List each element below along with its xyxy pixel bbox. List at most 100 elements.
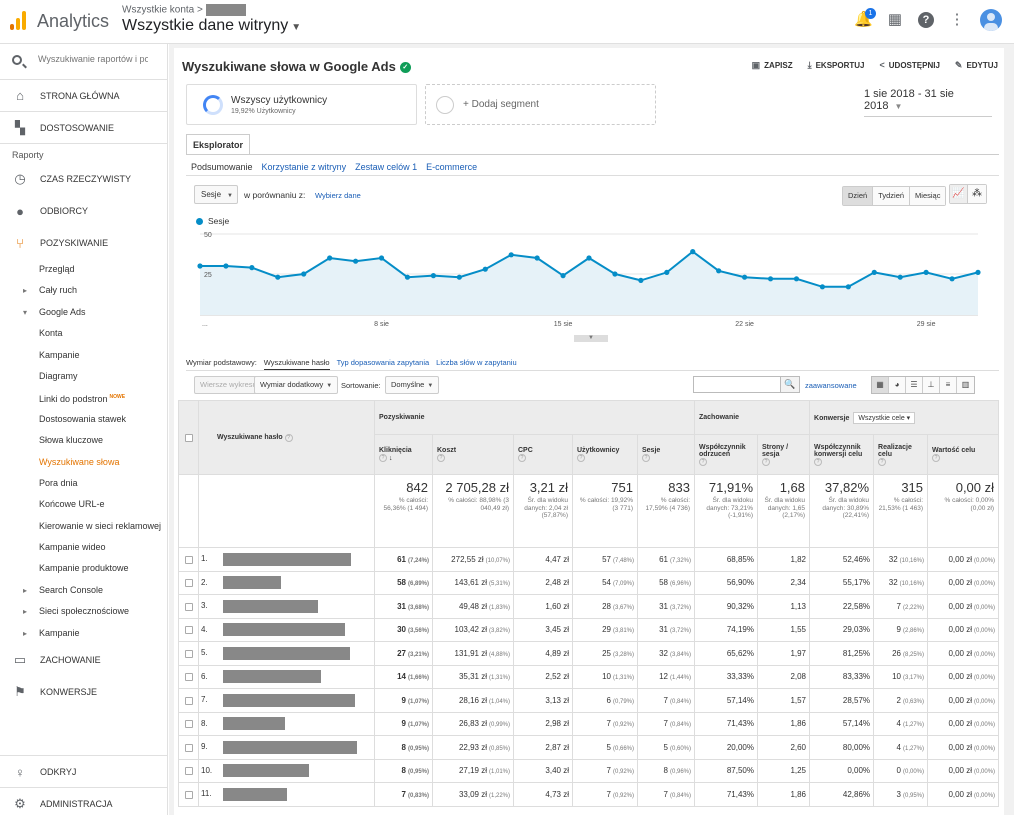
pie-view-icon[interactable]: ◕ [889, 377, 906, 393]
sidebar-subitem[interactable]: Sieci społecznościowe [0, 601, 167, 623]
help-icon[interactable]: ? [814, 457, 823, 466]
select-all-checkbox[interactable] [184, 433, 193, 442]
sidebar-item-audience[interactable]: ● ODBIORCY [0, 195, 167, 227]
sidebar-subitem[interactable]: Diagramy [39, 370, 78, 381]
table-row[interactable]: 4. 30 (3,56%) 103,42 zł (3,82%) 3,45 zł 29 (3,8… [178, 617, 1000, 642]
help-icon[interactable]: ? [762, 457, 770, 466]
primary-dim-match-type[interactable]: Typ dopasowania zapytania [336, 358, 430, 367]
goal-select[interactable]: Wszystkie cele ▾ [853, 411, 916, 424]
column-header[interactable]: Kliknięcia? ↓ [374, 434, 433, 475]
row-checkbox[interactable] [184, 555, 193, 564]
sidebar-subitem[interactable]: Google Ads [0, 302, 167, 324]
keyword-cell[interactable]: 8. [198, 711, 375, 736]
row-checkbox[interactable] [184, 696, 193, 705]
table-row[interactable]: 9. 8 (0,95%) 22,93 zł (0,85%) 2,87 zł 5 (0,66%)… [178, 735, 1000, 760]
sidebar-subitem[interactable]: Dostosowania stawek [39, 413, 127, 424]
column-header[interactable]: Koszt? [432, 434, 514, 475]
keyword-cell[interactable]: 1. [198, 547, 375, 572]
search-icon[interactable]: 🔍 [780, 376, 800, 393]
export-button[interactable]: ⤓ EKSPORTUJ [807, 60, 865, 70]
column-header[interactable]: Realizacje celu? [873, 434, 929, 475]
avatar[interactable] [980, 9, 1002, 31]
sidebar-subitem[interactable]: Kampanie [0, 623, 167, 645]
table-row[interactable]: 11. 7 (0,83%) 33,09 zł (1,22%) 4,73 zł 7 (0,92%… [178, 782, 1000, 807]
secondary-dimension-select[interactable]: Wymiar dodatkowy ▼ [254, 376, 339, 394]
table-row[interactable]: 7. 9 (1,07%) 28,16 zł (1,04%) 3,13 zł 6 (0,79%)… [178, 688, 1000, 713]
sidebar-subitem[interactable]: Kampanie produktowe [39, 563, 129, 574]
help-icon[interactable]: ? [932, 454, 941, 462]
metric-select[interactable]: Sesje ▼ [194, 185, 238, 204]
analytics-logo-icon[interactable] [10, 10, 26, 30]
sidebar-item-conversions[interactable]: ⚑ KONWERSJE [0, 676, 167, 708]
chart-collapse-handle[interactable]: ▼ [574, 335, 608, 342]
help-icon[interactable]: ? [437, 454, 445, 462]
edit-button[interactable]: ✎ EDYTUJ [954, 60, 998, 70]
sidebar-subitem[interactable]: Kierowanie w sieci reklamowej [39, 520, 162, 531]
sidebar-subitem[interactable]: Linki do podstron NOWE [39, 394, 126, 405]
row-checkbox[interactable] [184, 790, 193, 799]
column-header[interactable]: Użytkownicy? [572, 434, 638, 475]
table-row[interactable]: 1. 61 (7,24%) 272,55 zł (10,07%) 4,47 zł 57 (7,… [178, 547, 1000, 572]
save-button[interactable]: ▣ ZAPISZ [751, 60, 793, 70]
subtab-site-usage[interactable]: Korzystanie z witryny [261, 162, 347, 172]
period-week-button[interactable]: Tydzień [873, 187, 911, 205]
help-icon[interactable]: ? [878, 457, 887, 466]
subtab-goal-set-1[interactable]: Zestaw celów 1 [355, 162, 418, 172]
help-icon[interactable]: ? [518, 454, 526, 462]
table-row[interactable]: 2. 58 (6,89%) 143,61 zł (5,31%) 2,48 zł 54 (7,0… [178, 570, 1000, 595]
row-checkbox[interactable] [184, 649, 193, 658]
sidebar-subitem[interactable]: Kampanie [39, 349, 80, 360]
apps-grid-icon[interactable]: ▦ [887, 11, 903, 28]
row-checkbox[interactable] [184, 720, 193, 729]
table-view-icon[interactable]: ▦ [872, 377, 889, 393]
help-icon[interactable]: ? [918, 12, 934, 28]
notifications-bell-icon[interactable]: 🔔 1 [854, 8, 876, 29]
account-breadcrumb[interactable]: Wszystkie konta > [122, 4, 246, 16]
table-row[interactable]: 5. 27 (3,21%) 131,91 zł (4,88%) 4,89 zł 25 (3,2… [178, 641, 1000, 666]
date-range-picker[interactable]: 1 sie 2018 - 31 sie 2018 ▼ [864, 88, 992, 117]
table-row[interactable]: 8. 9 (1,07%) 26,83 zł (0,99%) 2,98 zł 7 (0,92%)… [178, 711, 1000, 736]
help-icon[interactable]: ? [577, 454, 585, 462]
sidebar-subitem[interactable]: Końcowe URL-e [39, 499, 105, 510]
period-day-button[interactable]: Dzień [843, 187, 874, 205]
compare-metric-link[interactable]: Wybierz dane [315, 191, 361, 200]
column-header[interactable]: Sesje? [637, 434, 695, 475]
keyword-cell[interactable]: 10. [198, 758, 375, 783]
help-icon[interactable]: ? [642, 454, 650, 462]
primary-dim-word-count[interactable]: Liczba słów w zapytaniu [436, 358, 517, 367]
sidebar-subitem[interactable]: Kampanie wideo [39, 542, 106, 553]
sidebar-subitem[interactable]: Przegląd [39, 264, 75, 274]
row-checkbox[interactable] [184, 767, 193, 776]
sidebar-subitem[interactable]: Słowa kluczowe [39, 435, 104, 446]
add-segment-button[interactable]: + Dodaj segment [425, 84, 656, 125]
column-header[interactable]: Współczynnik konwersji celu? [809, 434, 875, 475]
keyword-cell[interactable]: 6. [198, 664, 375, 689]
term-cloud-view-icon[interactable]: ≡ [940, 377, 957, 393]
sidebar-subitem[interactable]: Search Console [0, 580, 167, 602]
column-header[interactable]: Współczynnik odrzuceń? [694, 434, 758, 475]
table-row[interactable]: 6. 14 (1,66%) 35,31 zł (1,31%) 2,52 zł 10 (1,31… [178, 664, 1000, 689]
table-row[interactable]: 3. 31 (3,68%) 49,48 zł (1,83%) 1,60 zł 28 (3,67… [178, 594, 1000, 619]
sidebar-subitem[interactable]: Konta [39, 328, 63, 339]
sort-select[interactable]: Domyślne ▼ [385, 376, 440, 394]
segment-card[interactable]: Wszyscy użytkownicy 19,92% Użytkownicy [186, 84, 417, 125]
row-checkbox[interactable] [184, 579, 193, 588]
share-button[interactable]: < UDOSTĘPNIJ [879, 60, 940, 70]
sidebar-item-acquisition[interactable]: ⑂ POZYSKIWANIE [0, 227, 167, 259]
sidebar-item-behavior[interactable]: ▭ ZACHOWANIE [0, 644, 167, 676]
keyword-cell[interactable]: 7. [198, 688, 375, 713]
help-icon[interactable]: ? [379, 454, 387, 462]
pivot-view-icon[interactable]: ▥ [957, 377, 974, 393]
motion-chart-icon[interactable]: ⁂ [968, 185, 986, 203]
more-vert-icon[interactable]: ⋮ [949, 11, 965, 28]
keyword-cell[interactable]: 3. [198, 594, 375, 619]
view-selector[interactable]: Wszystkie dane witryny ▼ [122, 17, 302, 34]
column-header[interactable]: Strony / sesja? [756, 434, 811, 475]
keyword-cell[interactable]: 11. [198, 782, 375, 807]
row-checkbox[interactable] [184, 626, 193, 635]
keyword-cell[interactable]: 5. [198, 641, 375, 666]
subtab-summary[interactable]: Podsumowanie [191, 162, 253, 172]
dimension-header[interactable]: Wyszukiwane hasło ? [198, 400, 375, 475]
sidebar-item-customization[interactable]: ▚ DOSTOSOWANIE [0, 112, 167, 144]
keyword-cell[interactable]: 2. [198, 570, 375, 595]
